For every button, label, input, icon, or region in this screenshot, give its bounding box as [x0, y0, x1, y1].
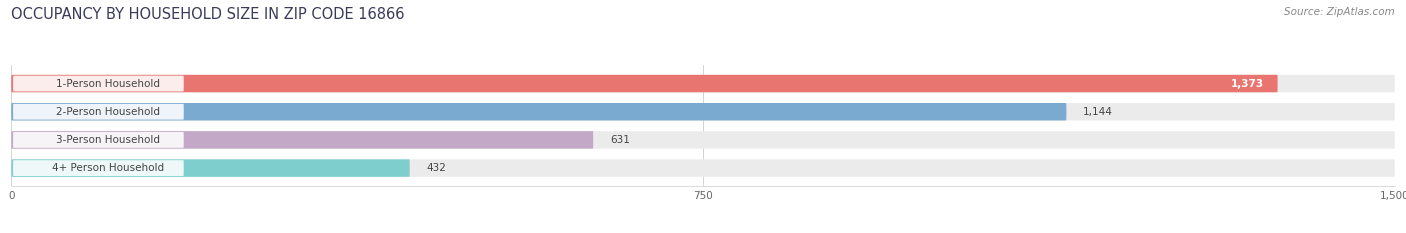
FancyBboxPatch shape: [11, 131, 1395, 149]
FancyBboxPatch shape: [11, 75, 1395, 92]
Text: 3-Person Household: 3-Person Household: [56, 135, 160, 145]
Text: Source: ZipAtlas.com: Source: ZipAtlas.com: [1284, 7, 1395, 17]
Text: 2-Person Household: 2-Person Household: [56, 107, 160, 117]
Text: 1-Person Household: 1-Person Household: [56, 79, 160, 89]
FancyBboxPatch shape: [13, 160, 184, 176]
FancyBboxPatch shape: [11, 103, 1395, 120]
Text: 432: 432: [426, 163, 446, 173]
Text: OCCUPANCY BY HOUSEHOLD SIZE IN ZIP CODE 16866: OCCUPANCY BY HOUSEHOLD SIZE IN ZIP CODE …: [11, 7, 405, 22]
FancyBboxPatch shape: [13, 76, 184, 91]
FancyBboxPatch shape: [11, 103, 1066, 120]
FancyBboxPatch shape: [13, 132, 184, 148]
FancyBboxPatch shape: [11, 75, 1278, 92]
FancyBboxPatch shape: [11, 131, 593, 149]
FancyBboxPatch shape: [11, 159, 409, 177]
Text: 4+ Person Household: 4+ Person Household: [52, 163, 163, 173]
Text: 1,144: 1,144: [1083, 107, 1114, 117]
FancyBboxPatch shape: [11, 159, 1395, 177]
FancyBboxPatch shape: [13, 104, 184, 120]
Text: 1,373: 1,373: [1230, 79, 1264, 89]
Text: 631: 631: [610, 135, 630, 145]
